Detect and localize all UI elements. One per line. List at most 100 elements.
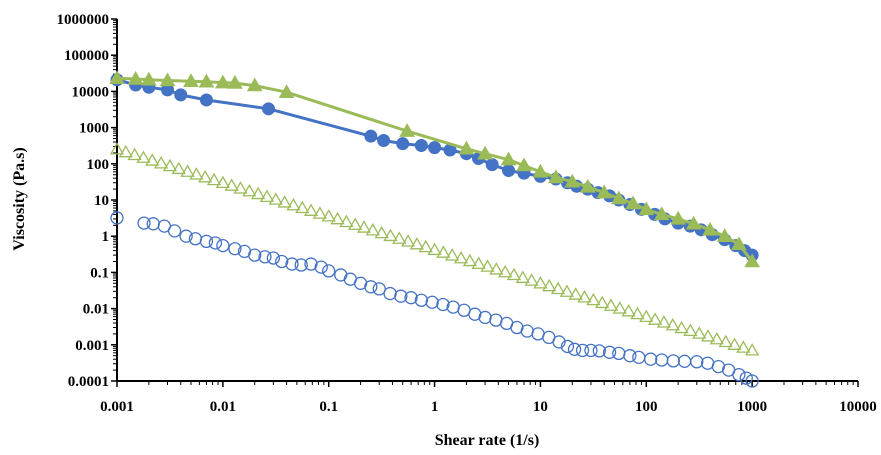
series-open-triangle <box>109 142 760 356</box>
data-point-open-circle <box>228 242 242 256</box>
data-point-filled-triangle <box>670 210 687 225</box>
data-point-open-circle <box>258 250 272 264</box>
data-point-filled-circle <box>502 164 516 178</box>
data-point-open-triangle <box>268 192 283 205</box>
data-point-open-circle <box>372 282 386 296</box>
data-point-open-circle <box>275 254 289 269</box>
data-point-open-circle <box>623 349 637 363</box>
data-point-open-triangle <box>321 209 336 222</box>
data-point-open-circle <box>110 211 124 225</box>
data-point-open-triangle <box>189 167 204 180</box>
data-point-open-circle <box>208 236 223 250</box>
x-tick-label: 0.01 <box>210 399 236 415</box>
data-point-open-circle <box>314 260 328 274</box>
data-point-open-circle <box>690 355 704 369</box>
data-point-open-circle <box>334 268 348 282</box>
data-point-open-triangle <box>339 214 354 228</box>
y-tick-label: 0.1 <box>90 265 109 281</box>
data-point-open-circle <box>520 324 534 338</box>
series-layer <box>109 70 761 388</box>
data-point-open-triangle <box>365 223 380 236</box>
data-point-open-triangle <box>206 172 222 186</box>
data-point-filled-triangle <box>159 72 176 87</box>
data-point-open-triangle <box>683 323 698 337</box>
y-tick-label: 0.001 <box>75 338 109 354</box>
data-point-open-circle <box>575 343 590 358</box>
data-point-open-triangle <box>374 225 389 239</box>
data-point-open-circle <box>732 367 746 382</box>
data-point-open-triangle <box>180 164 195 177</box>
x-tick-label: 1000 <box>737 399 767 415</box>
data-point-open-circle <box>294 258 308 272</box>
data-point-open-circle <box>266 251 281 265</box>
y-tick-label: 10000 <box>72 84 110 100</box>
data-point-filled-circle <box>199 93 213 107</box>
x-tick-label: 0.1 <box>319 399 338 415</box>
data-point-filled-triangle <box>127 70 144 85</box>
data-point-filled-triangle <box>183 73 199 88</box>
data-point-open-triangle <box>471 256 486 270</box>
data-point-open-circle <box>322 264 336 278</box>
data-point-open-circle <box>677 354 692 368</box>
data-point-open-circle <box>285 257 299 271</box>
y-axis-title: Viscosity (Pa.s) <box>11 147 28 250</box>
data-point-open-circle <box>602 345 617 359</box>
data-point-open-triangle <box>559 284 575 297</box>
data-point-open-circle <box>666 354 680 368</box>
data-point-open-triangle <box>692 326 707 339</box>
data-point-filled-triangle <box>638 201 655 216</box>
data-point-open-circle <box>478 310 492 325</box>
y-tick-label: 10 <box>94 193 109 209</box>
data-point-open-circle <box>248 248 262 262</box>
data-point-open-triangle <box>118 144 133 158</box>
data-point-open-triangle <box>533 276 548 289</box>
data-point-open-circle <box>612 346 626 361</box>
data-point-open-triangle <box>621 304 636 317</box>
data-point-open-triangle <box>383 228 398 242</box>
data-point-filled-triangle <box>702 221 718 236</box>
series-open-circle <box>110 211 759 388</box>
data-point-open-triangle <box>242 183 257 197</box>
data-point-open-circle <box>179 229 193 243</box>
data-point-filled-circle <box>396 137 410 151</box>
data-point-open-triangle <box>295 200 310 214</box>
data-point-filled-triangle <box>458 140 475 155</box>
data-point-open-triangle <box>462 253 477 267</box>
data-point-open-triangle <box>330 211 345 225</box>
data-point-open-triangle <box>286 197 301 211</box>
data-point-open-triangle <box>709 331 724 345</box>
data-point-filled-triangle <box>227 75 243 89</box>
data-point-open-triangle <box>171 161 186 175</box>
data-point-open-triangle <box>277 195 292 208</box>
data-point-open-triangle <box>612 301 627 314</box>
data-point-open-circle <box>468 307 482 321</box>
data-point-open-triangle <box>577 290 592 303</box>
y-tick-label: 1000000 <box>57 12 110 28</box>
data-point-open-triangle <box>453 250 469 264</box>
data-point-filled-triangle <box>653 206 670 221</box>
data-point-open-circle <box>560 339 575 354</box>
y-tick-label: 0.0001 <box>68 374 109 390</box>
data-point-open-triangle <box>409 237 425 250</box>
data-point-open-triangle <box>498 264 513 278</box>
data-point-open-triangle <box>515 270 530 283</box>
data-point-open-circle <box>404 291 418 305</box>
data-point-open-circle <box>167 224 182 238</box>
data-point-open-triangle <box>162 158 178 172</box>
data-point-open-triangle <box>224 178 239 191</box>
data-point-filled-triangle <box>500 151 517 166</box>
data-point-filled-circle <box>428 141 442 155</box>
data-point-open-triangle <box>418 239 433 253</box>
tick-labels: 0.001 0.01 0.1 1 10 100 1000 10000 0.0001 0.001 0.… <box>57 12 877 415</box>
data-point-open-triangle <box>436 245 451 258</box>
data-point-open-circle <box>644 352 658 366</box>
data-point-open-triangle <box>550 281 566 295</box>
data-point-filled-triangle <box>564 173 581 188</box>
data-point-open-triangle <box>736 340 751 353</box>
data-point-filled-triangle <box>579 178 596 193</box>
x-axis-title: Shear rate (1/s) <box>435 432 540 449</box>
data-point-filled-triangle <box>246 77 263 92</box>
data-point-open-circle <box>655 353 669 367</box>
data-point-open-triangle <box>603 298 619 311</box>
